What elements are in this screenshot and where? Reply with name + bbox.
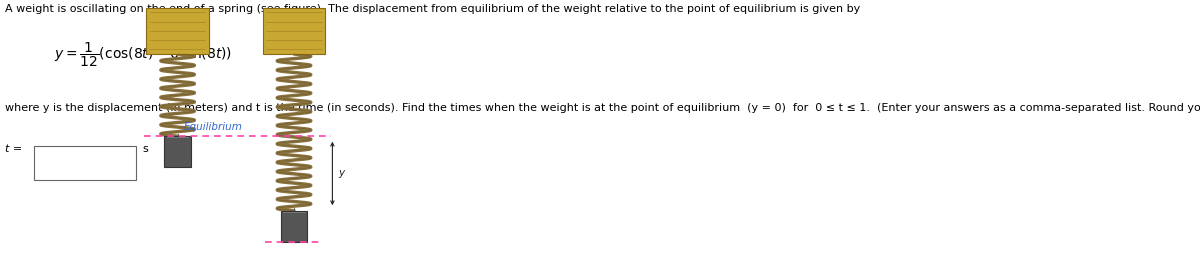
- Text: y: y: [338, 169, 344, 178]
- Bar: [146, 8, 209, 54]
- Text: where y is the displacement (in meters) and t is the time (in seconds). Find the: where y is the displacement (in meters) …: [5, 103, 1200, 113]
- Text: s: s: [143, 144, 149, 154]
- Text: t =: t =: [5, 144, 22, 154]
- Text: $y = \dfrac{1}{12}(\cos(8t) - 6\,\sin(8t))$: $y = \dfrac{1}{12}(\cos(8t) - 6\,\sin(8t…: [54, 41, 232, 69]
- Bar: [281, 211, 307, 242]
- Bar: [34, 146, 136, 180]
- Text: Equilibrium: Equilibrium: [184, 122, 242, 132]
- Text: A weight is oscillating on the end of a spring (see figure). The displacement fr: A weight is oscillating on the end of a …: [5, 4, 860, 14]
- Bar: [164, 136, 191, 167]
- Bar: [263, 8, 325, 54]
